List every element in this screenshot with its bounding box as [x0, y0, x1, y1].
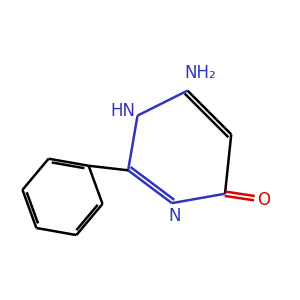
Text: NH₂: NH₂ — [185, 64, 217, 82]
Text: N: N — [169, 207, 181, 225]
Text: HN: HN — [110, 102, 135, 120]
Text: O: O — [257, 191, 270, 209]
